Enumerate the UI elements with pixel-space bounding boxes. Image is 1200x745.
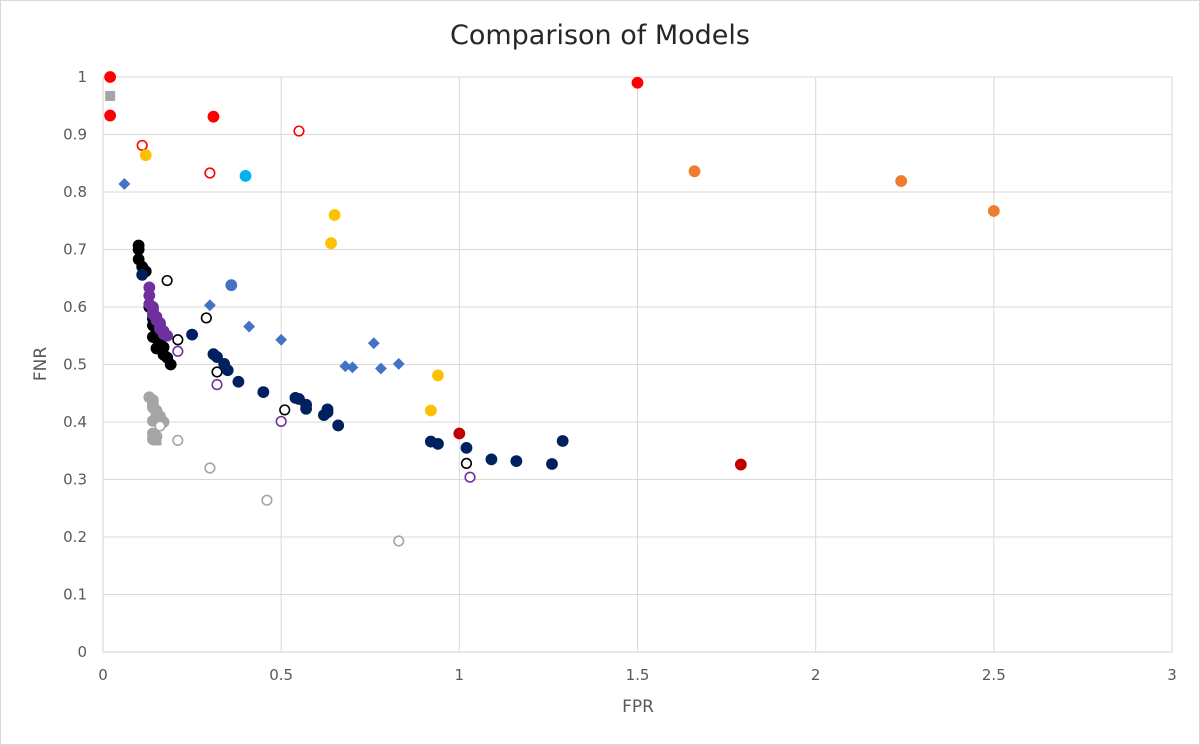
data-point [325,237,337,250]
data-point [460,457,473,470]
y-tick-label: 0.1 [63,586,87,604]
data-point [546,458,558,470]
data-point [211,351,223,363]
data-point [164,358,177,371]
data-point [275,415,287,428]
data-point [393,535,405,547]
data-point [367,337,380,350]
x-tick-label: 3 [1167,666,1177,684]
tick-labels: 0 0.1 0.2 0.3 0.4 0.5 0.6 0.7 0.8 0.9 1 0 0.5 1 1.5 2 2.… [63,68,1177,684]
x-axis-label: FPR [622,697,654,717]
y-tick-label: 0.6 [63,298,87,316]
data-point [279,404,291,416]
data-point [204,462,216,474]
data-point [161,329,174,342]
data-point [105,90,116,101]
data-point [339,360,352,373]
data-point [392,358,405,370]
y-axis-label: FNR [31,347,51,381]
x-tick-label: 1.5 [626,666,650,684]
data-point [453,427,466,440]
data-point [172,345,184,357]
data-point [510,455,523,468]
y-tick-label: 1 [77,68,87,86]
data-point [104,71,117,83]
data-point [688,165,701,178]
data-point [243,320,256,333]
data-point [346,361,359,374]
data-point [151,435,162,446]
data-point [631,76,644,89]
y-tick-label: 0.9 [63,126,87,144]
data-point [211,366,223,378]
grid-lines [103,76,1173,652]
data-point [239,169,252,182]
x-tick-label: 2.5 [982,666,1006,684]
x-tick-label: 0.5 [269,666,293,684]
data-point [300,402,313,415]
data-point [424,404,437,417]
data-point [734,458,747,471]
y-tick-label: 0 [77,643,87,661]
data-point [211,379,223,391]
data-point [104,109,117,122]
data-point [432,369,444,382]
data-point [485,453,498,466]
data-point [321,406,334,419]
data-point [136,139,148,152]
data-point [161,274,173,287]
data-point [221,364,234,377]
data-point [207,110,220,123]
data-point [460,441,473,454]
y-tick-label: 0.7 [63,241,87,259]
chart-title: Comparison of Models [450,20,750,51]
y-tick-label: 0.3 [63,471,87,489]
data-point [556,435,569,447]
data-point [261,494,273,506]
data-point [987,205,1000,217]
data-point [154,420,166,432]
data-point [204,167,216,179]
data-point [293,125,305,137]
y-tick-label: 0.4 [63,413,87,431]
data-point [464,471,476,483]
x-tick-label: 2 [811,666,821,684]
data-point [225,279,238,292]
data-point [332,419,345,432]
axes [102,77,1172,653]
data-point [200,312,212,324]
data-point [375,362,387,375]
data-point [328,209,341,221]
data-point [132,243,145,256]
data-point [275,333,288,346]
data-point [139,149,152,162]
x-tick-label: 0 [98,666,108,684]
data-point [203,299,216,312]
data-point [172,434,184,447]
data-point [136,268,149,281]
y-tick-label: 0.5 [63,356,87,374]
data-point [186,328,198,341]
data-point [172,334,184,346]
data-point [257,386,270,399]
data-point [432,437,444,450]
y-tick-label: 0.2 [63,528,87,546]
data-point [118,178,131,190]
y-tick-label: 0.8 [63,183,87,201]
x-tick-label: 1 [455,666,465,684]
data-points [104,71,1000,547]
data-point [232,375,245,388]
data-point [895,175,908,187]
